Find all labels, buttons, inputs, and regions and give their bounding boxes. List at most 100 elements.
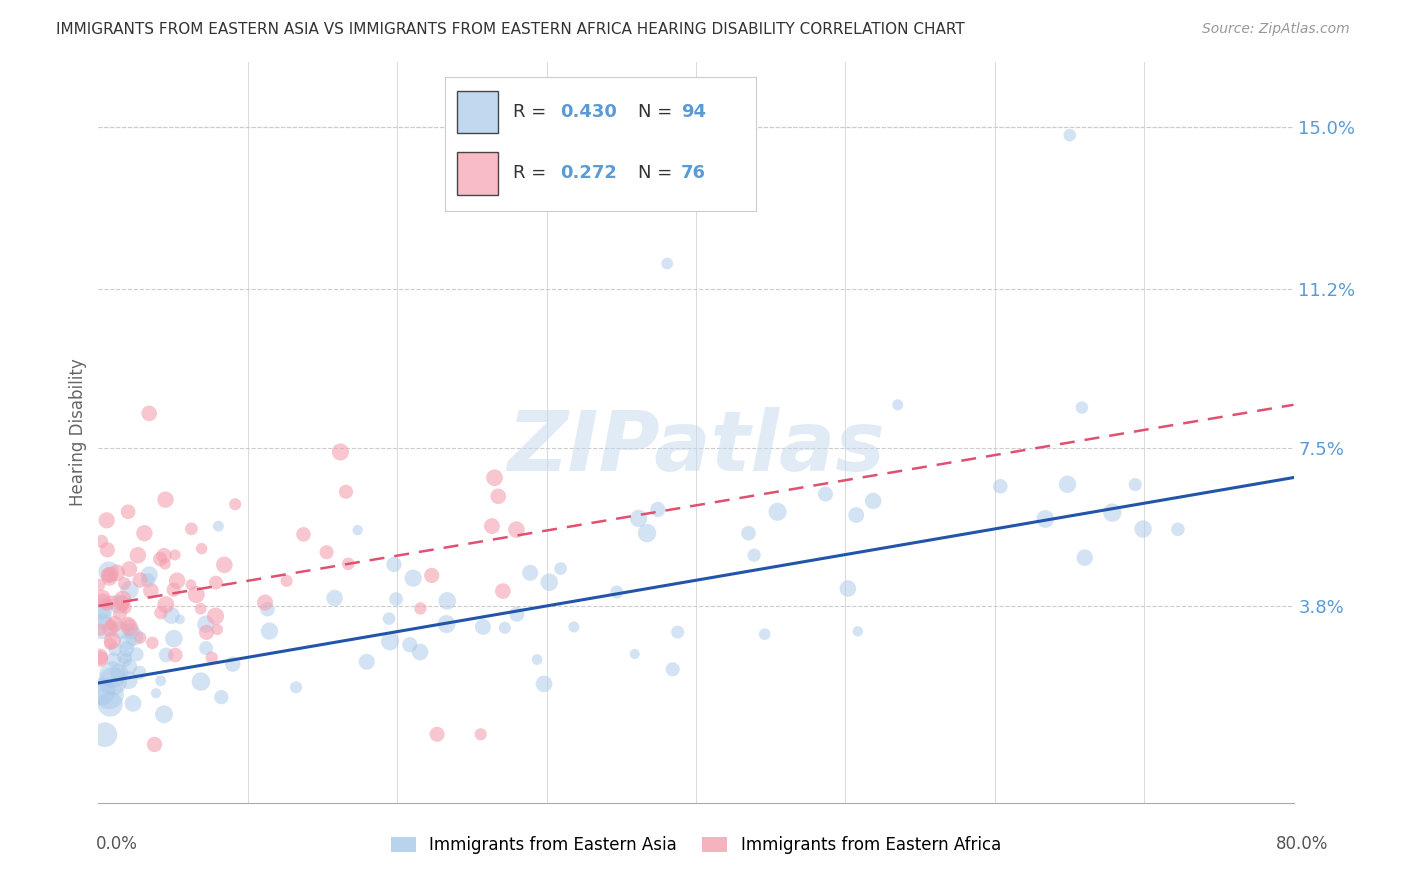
Point [399, 638, 422, 652]
Text: 80.0%: 80.0% [1277, 835, 1329, 853]
Point [754, 627, 776, 641]
Point [627, 511, 650, 525]
Point [105, 566, 128, 580]
Point [837, 582, 859, 596]
Point [766, 505, 789, 519]
Point [606, 585, 628, 599]
Point [94, 728, 117, 742]
Point [666, 625, 689, 640]
Point [409, 645, 432, 659]
Point [96, 542, 118, 557]
Legend: Immigrants from Eastern Asia, Immigrants from Eastern Africa: Immigrants from Eastern Asia, Immigrants… [384, 830, 1008, 861]
Point [201, 650, 224, 665]
Point [118, 620, 141, 634]
Point [1101, 506, 1123, 520]
Point [562, 620, 585, 634]
Point [98, 567, 121, 582]
Point [143, 738, 166, 752]
Point [492, 584, 515, 599]
Point [207, 519, 229, 533]
Point [149, 673, 172, 688]
Point [195, 641, 218, 656]
Point [329, 445, 352, 459]
Point [661, 662, 683, 676]
Point [155, 648, 177, 662]
Point [108, 665, 131, 680]
Point [526, 652, 548, 666]
Point [160, 608, 183, 623]
Point [409, 601, 432, 615]
Point [436, 617, 458, 632]
Point [163, 582, 186, 597]
Text: IMMIGRANTS FROM EASTERN ASIA VS IMMIGRANTS FROM EASTERN AFRICA HEARING DISABILIT: IMMIGRANTS FROM EASTERN ASIA VS IMMIGRAN… [56, 22, 965, 37]
Point [623, 647, 645, 661]
Point [127, 549, 149, 563]
Point [636, 526, 658, 541]
Point [1073, 550, 1095, 565]
Point [101, 633, 124, 648]
Point [1071, 401, 1094, 415]
Point [155, 492, 177, 507]
Point [163, 548, 186, 562]
Point [190, 601, 212, 615]
Point [470, 727, 492, 741]
Point [484, 471, 506, 485]
Point [89, 652, 111, 666]
Point [207, 623, 229, 637]
Point [115, 642, 138, 657]
Point [118, 659, 141, 673]
Point [1123, 477, 1146, 491]
Text: ZIPatlas: ZIPatlas [508, 407, 884, 488]
Point [346, 523, 368, 537]
Point [378, 612, 401, 626]
Point [335, 484, 357, 499]
Point [256, 602, 278, 616]
Point [887, 398, 910, 412]
Point [506, 607, 529, 622]
Point [141, 636, 163, 650]
Point [323, 591, 346, 605]
Point [108, 623, 131, 637]
Point [538, 575, 561, 590]
Point [98, 571, 121, 585]
Point [253, 595, 276, 609]
Point [224, 497, 246, 511]
Point [204, 609, 226, 624]
Point [121, 624, 143, 639]
Point [98, 688, 121, 702]
Point [222, 657, 245, 672]
Point [190, 674, 212, 689]
Point [98, 637, 121, 651]
Point [129, 573, 152, 587]
Point [205, 575, 228, 590]
Point [505, 523, 527, 537]
Point [122, 697, 145, 711]
Point [114, 653, 136, 667]
Point [96, 598, 118, 612]
Point [1033, 512, 1056, 526]
Point [378, 634, 401, 648]
Point [494, 621, 516, 635]
Point [91, 601, 114, 615]
Point [112, 576, 135, 591]
Point [337, 557, 360, 571]
Point [209, 690, 232, 705]
Point [402, 571, 425, 585]
Point [104, 642, 127, 657]
Point [96, 513, 118, 527]
Point [153, 557, 176, 571]
Point [108, 597, 131, 611]
Point [145, 686, 167, 700]
Point [166, 574, 188, 588]
Point [436, 594, 458, 608]
Point [149, 552, 172, 566]
Point [97, 565, 120, 579]
Point [420, 568, 443, 582]
Point [90, 684, 112, 698]
Point [259, 624, 281, 639]
Point [149, 606, 172, 620]
Point [315, 545, 337, 559]
Point [100, 617, 122, 632]
Point [101, 667, 124, 681]
Point [195, 625, 218, 640]
